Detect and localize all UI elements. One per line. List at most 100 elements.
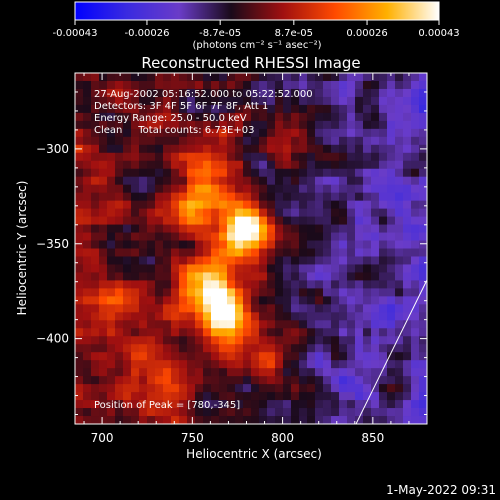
- heatmap-cell: [387, 240, 396, 250]
- heatmap-cell: [179, 248, 188, 258]
- heatmap-cell: [299, 264, 308, 274]
- heatmap-cell: [323, 368, 332, 377]
- heatmap-cell: [83, 416, 92, 424]
- heatmap-cell: [379, 416, 388, 424]
- heatmap-cell: [307, 112, 316, 122]
- heatmap-cell: [203, 320, 212, 329]
- heatmap-cell: [395, 272, 404, 282]
- heatmap-cell: [403, 73, 412, 82]
- heatmap-cell: [419, 256, 427, 266]
- heatmap-cell: [83, 184, 92, 194]
- heatmap-cell: [307, 360, 316, 369]
- heatmap-cell: [363, 368, 372, 377]
- heatmap-cell: [211, 200, 220, 210]
- heatmap-cell: [219, 280, 228, 289]
- heatmap-cell: [419, 73, 427, 82]
- heatmap-cell: [187, 376, 196, 385]
- heatmap-cell: [339, 184, 348, 194]
- heatmap-cell: [283, 280, 292, 289]
- heatmap-cell: [179, 192, 188, 202]
- heatmap-cell: [179, 96, 188, 106]
- heatmap-cell: [75, 88, 84, 98]
- heatmap-cell: [275, 216, 284, 226]
- heatmap-cell: [139, 272, 148, 282]
- heatmap-cell: [187, 200, 196, 210]
- heatmap-cell: [387, 232, 396, 242]
- heatmap-cell: [107, 264, 116, 274]
- heatmap-cell: [363, 224, 372, 234]
- heatmap-cell: [243, 136, 252, 146]
- heatmap-cell: [331, 144, 340, 154]
- heatmap-cell: [363, 192, 372, 202]
- heatmap-cell: [179, 208, 188, 218]
- heatmap-cell: [267, 88, 276, 98]
- heatmap-cell: [235, 160, 244, 170]
- heatmap-cell: [363, 304, 372, 313]
- heatmap-cell: [323, 248, 332, 258]
- heatmap-cell: [107, 80, 116, 90]
- heatmap-cell: [123, 360, 132, 369]
- heatmap-cell: [363, 256, 372, 266]
- heatmap-cell: [411, 376, 420, 385]
- heatmap-cell: [115, 272, 124, 282]
- heatmap-cell: [179, 400, 188, 409]
- heatmap-cell: [155, 168, 164, 178]
- heatmap-cell: [219, 120, 228, 130]
- heatmap-cell: [139, 232, 148, 242]
- heatmap-cell: [203, 304, 212, 313]
- heatmap-cell: [131, 224, 140, 234]
- heatmap-cell: [219, 344, 228, 353]
- heatmap-cell: [171, 368, 180, 377]
- heatmap-cell: [283, 176, 292, 186]
- heatmap-cell: [283, 400, 292, 409]
- heatmap-cell: [195, 192, 204, 202]
- heatmap-cell: [179, 312, 188, 321]
- heatmap-cell: [83, 112, 92, 122]
- heatmap-cell: [387, 104, 396, 114]
- heatmap-cell: [299, 336, 308, 345]
- heatmap-cell: [307, 144, 316, 154]
- heatmap-cell: [227, 416, 236, 424]
- heatmap-cell: [339, 216, 348, 226]
- heatmap-cell: [211, 240, 220, 250]
- heatmap-cell: [395, 328, 404, 337]
- heatmap-cell: [123, 200, 132, 210]
- heatmap-cell: [339, 384, 348, 393]
- heatmap-cell: [371, 216, 380, 226]
- heatmap-cell: [171, 160, 180, 170]
- heatmap-cell: [323, 152, 332, 162]
- heatmap-cell: [307, 208, 316, 218]
- heatmap-cell: [91, 73, 100, 82]
- heatmap-cell: [179, 128, 188, 138]
- heatmap-cell: [171, 264, 180, 274]
- heatmap-cell: [387, 344, 396, 353]
- heatmap-cell: [115, 232, 124, 242]
- heatmap-cell: [243, 224, 252, 234]
- heatmap-cell: [139, 112, 148, 122]
- heatmap-cell: [131, 264, 140, 274]
- heatmap-cell: [411, 240, 420, 250]
- heatmap-cell: [163, 176, 172, 186]
- heatmap-cell: [107, 136, 116, 146]
- heatmap-cell: [83, 73, 92, 82]
- heatmap-cell: [259, 128, 268, 138]
- heatmap-cell: [363, 96, 372, 106]
- heatmap-cell: [75, 280, 84, 289]
- heatmap-cell: [267, 288, 276, 297]
- heatmap-cell: [347, 96, 356, 106]
- heatmap-cell: [163, 360, 172, 369]
- heatmap-cell: [115, 112, 124, 122]
- heatmap-cell: [291, 240, 300, 250]
- heatmap-cell: [371, 168, 380, 178]
- heatmap-cell: [411, 96, 420, 106]
- heatmap-cell: [251, 200, 260, 210]
- heatmap-cell: [251, 152, 260, 162]
- heatmap-cell: [379, 240, 388, 250]
- heatmap-cell: [91, 360, 100, 369]
- heatmap-cell: [403, 344, 412, 353]
- heatmap-cell: [267, 312, 276, 321]
- heatmap-cell: [187, 80, 196, 90]
- heatmap-cell: [219, 96, 228, 106]
- heatmap-cell: [203, 264, 212, 274]
- heatmap-cell: [139, 392, 148, 401]
